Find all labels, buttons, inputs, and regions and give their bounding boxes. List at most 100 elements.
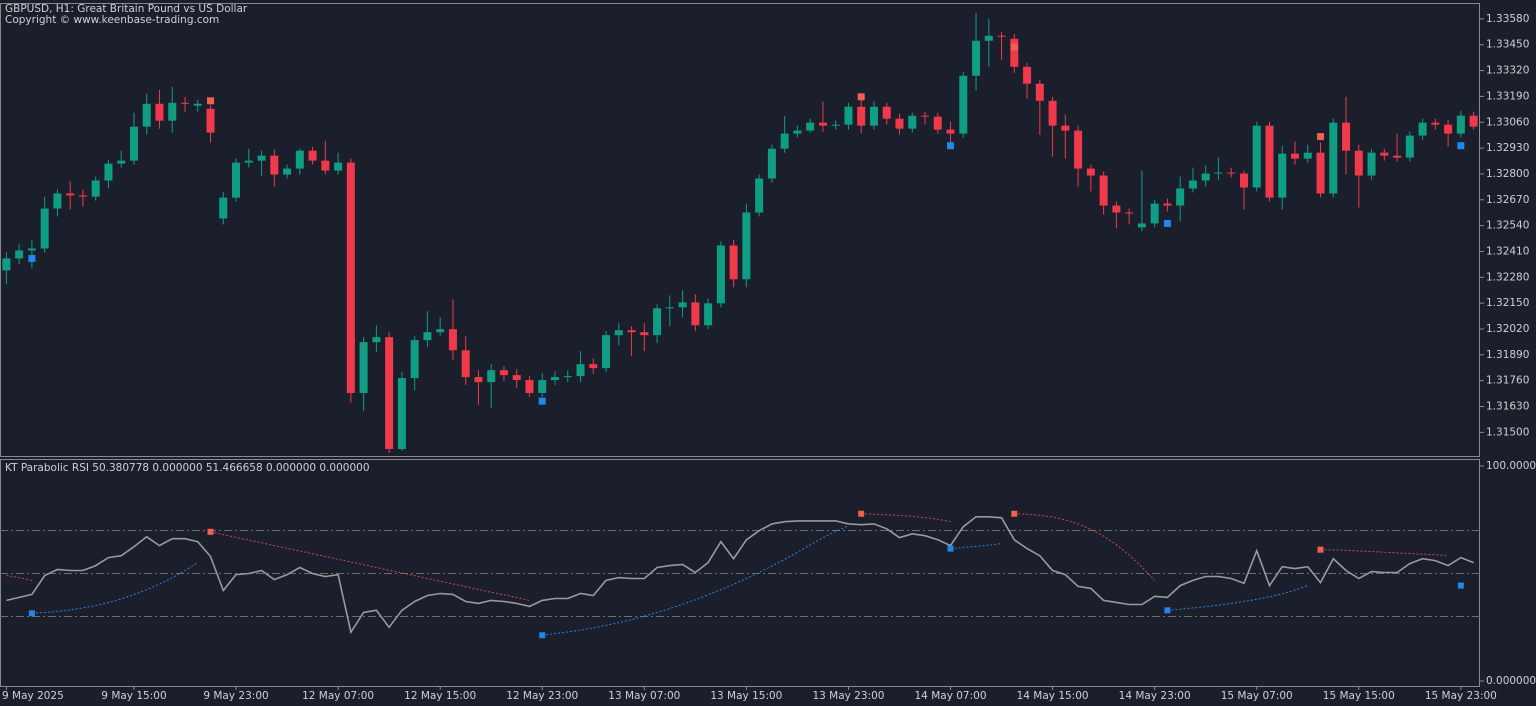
x-tick-label: 15 May 15:00: [1323, 690, 1395, 702]
candle-body: [232, 162, 241, 198]
y-tick-label: 1.32280: [1486, 271, 1529, 283]
y-tick-label: 1.32800: [1486, 168, 1529, 180]
candle-body: [1380, 152, 1389, 156]
candle-body: [270, 155, 279, 175]
buy-signal: [539, 632, 546, 639]
candle-body: [551, 377, 559, 381]
sell-signal: [858, 510, 865, 517]
buy-signal: [947, 545, 954, 552]
candle-body: [53, 193, 62, 209]
candle-body: [168, 102, 177, 121]
candle-body: [895, 118, 904, 129]
candle-body: [627, 330, 636, 333]
y-tick-label: 1.33190: [1486, 90, 1529, 102]
x-tick-label: 12 May 07:00: [302, 690, 374, 702]
candle-body: [984, 35, 993, 41]
candle-body: [793, 130, 802, 134]
candle-body: [117, 160, 126, 164]
y-tick-label: 1.32150: [1486, 297, 1529, 309]
candle-body: [1150, 203, 1159, 224]
candle-body: [1456, 115, 1465, 134]
candle-body: [589, 364, 598, 369]
candle-body: [576, 364, 585, 377]
y-tick-label: 0.000000: [1486, 675, 1536, 687]
candle-body: [244, 160, 253, 163]
candle-body: [91, 180, 100, 197]
candle-body: [1405, 135, 1414, 158]
sell-signal: [207, 97, 215, 105]
candle-body: [78, 195, 87, 197]
candle-body: [308, 150, 317, 161]
candle-body: [933, 116, 942, 130]
candle-body: [512, 375, 521, 381]
x-tick-label: 14 May 15:00: [1017, 690, 1089, 702]
candle-body: [1265, 125, 1274, 198]
y-tick-label: 1.33450: [1486, 39, 1529, 51]
candle-body: [385, 337, 394, 450]
y-tick-label: 1.32540: [1486, 220, 1529, 232]
sell-signal: [1010, 43, 1018, 51]
candle-body: [1393, 155, 1402, 158]
candle-body: [181, 102, 189, 104]
y-tick-label: 100.000000: [1486, 460, 1536, 472]
candle-body: [219, 197, 228, 219]
candle-body: [1329, 122, 1338, 194]
y-tick-label: 1.33060: [1486, 116, 1529, 128]
candle-body: [359, 342, 368, 393]
candle-body: [1074, 130, 1083, 169]
candle-body: [882, 106, 891, 119]
buy-signal: [1163, 219, 1171, 227]
x-tick-label: 12 May 15:00: [404, 690, 476, 702]
candle-body: [844, 106, 853, 125]
buy-signal: [947, 142, 955, 150]
candle-body: [1342, 122, 1351, 151]
candle-body: [691, 302, 700, 326]
candle-body: [831, 124, 840, 126]
price-frame: [0, 3, 1480, 457]
candle-body: [1418, 122, 1427, 136]
candle-body: [104, 163, 113, 181]
candle-body: [193, 103, 202, 106]
candle-body: [1252, 125, 1261, 188]
candle-body: [257, 155, 266, 161]
candle-body: [66, 193, 75, 196]
chart-subtitle: Copyright © www.keenbase-trading.com: [5, 14, 219, 26]
candle-body: [665, 307, 674, 309]
candle-body: [640, 332, 649, 336]
candle-body: [857, 106, 866, 126]
x-tick-label: 9 May 2025: [2, 690, 64, 702]
candle-body: [525, 380, 534, 393]
indicator-title: KT Parabolic RSI 50.380778 0.000000 51.4…: [5, 462, 370, 474]
candle-body: [755, 178, 764, 213]
buy-signal: [538, 397, 546, 405]
buy-signal: [1164, 607, 1171, 614]
plot-layer: 1.33580 1.33450 1.33320 1.33190 1.33060 1.329…: [0, 13, 1536, 702]
sell-signal: [1011, 510, 1018, 517]
candle-body: [1354, 150, 1363, 176]
y-tick-label: 1.32020: [1486, 323, 1529, 335]
sell-signal: [1317, 133, 1325, 141]
x-tick-label: 12 May 23:00: [506, 690, 578, 702]
candle-body: [1125, 212, 1134, 214]
candle-body: [997, 35, 1006, 37]
buy-signal: [1457, 582, 1464, 589]
sell-signal: [207, 528, 214, 535]
candle-body: [869, 106, 878, 126]
candle-body: [487, 370, 496, 383]
candle-body: [614, 330, 623, 336]
candle-body: [602, 335, 611, 369]
candle-body: [1239, 173, 1248, 188]
psar-line: [31, 525, 1308, 636]
candle-body: [499, 370, 508, 376]
candle-body: [780, 133, 789, 149]
candle-body: [1278, 153, 1287, 198]
y-tick-label: 1.31760: [1486, 375, 1529, 387]
x-tick-label: 9 May 23:00: [203, 690, 268, 702]
y-tick-label: 1.31500: [1486, 426, 1529, 438]
candle-body: [206, 108, 215, 133]
candle-body: [410, 340, 419, 379]
x-tick-label: 15 May 23:00: [1425, 690, 1497, 702]
candle-body: [1176, 188, 1185, 206]
x-tick-label: 15 May 07:00: [1221, 690, 1293, 702]
candle-body: [1469, 115, 1478, 127]
